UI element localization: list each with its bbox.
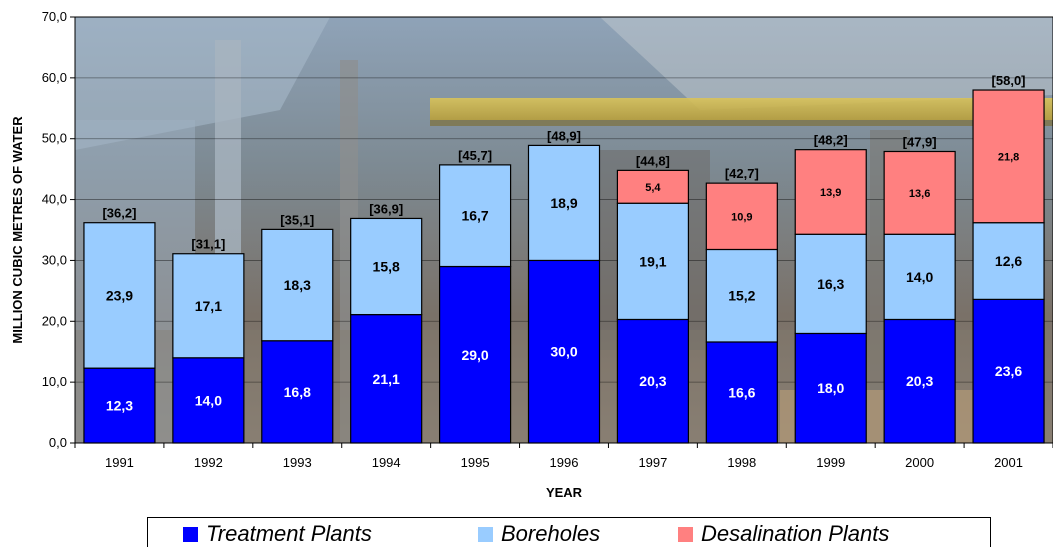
x-tick-label-2001: 2001 xyxy=(994,455,1023,470)
total-label-1994: [36,9] xyxy=(369,201,403,216)
data-label-treatment-plants-1992: 14,0 xyxy=(195,392,222,408)
bar-desalination-plants-1999 xyxy=(794,149,867,235)
bar-treatment-plants-1992 xyxy=(172,357,245,444)
data-label-treatment-plants-2001: 23,6 xyxy=(995,363,1022,379)
data-label-treatment-plants-1998: 16,6 xyxy=(728,384,755,400)
data-label-treatment-plants-1994: 21,1 xyxy=(373,371,400,387)
legend-swatch-boreholes xyxy=(478,526,493,542)
bar-boreholes-1999 xyxy=(794,233,867,335)
y-tick-label: 20,0 xyxy=(42,313,67,328)
data-label-desalination-plants-1998: 10,9 xyxy=(731,211,752,223)
data-label-desalination-plants-1999: 13,9 xyxy=(820,187,841,199)
data-label-boreholes-1999: 16,3 xyxy=(817,276,844,292)
bar-treatment-plants-1994 xyxy=(350,313,423,444)
y-tick-label: 50,0 xyxy=(42,131,67,146)
y-tick-label: 30,0 xyxy=(42,252,67,267)
data-label-boreholes-2000: 14,0 xyxy=(906,269,933,285)
bar-boreholes-1992 xyxy=(172,253,245,359)
data-label-boreholes-1998: 15,2 xyxy=(728,288,755,304)
data-label-boreholes-1994: 15,8 xyxy=(373,259,400,275)
legend-item-desalination-plants: Desalination Plants xyxy=(678,521,889,547)
legend-item-boreholes: Boreholes xyxy=(478,521,600,547)
data-label-treatment-plants-1999: 18,0 xyxy=(817,380,844,396)
plot-area-border xyxy=(74,16,1053,444)
y-tick-label: 60,0 xyxy=(42,70,67,85)
total-label-1992: [31,1] xyxy=(191,237,225,252)
total-label-1995: [45,7] xyxy=(458,148,492,163)
bar-boreholes-1991 xyxy=(83,222,156,369)
total-label-1997: [44,8] xyxy=(636,153,670,168)
data-label-treatment-plants-2000: 20,3 xyxy=(906,373,933,389)
x-tick-label-1994: 1994 xyxy=(372,455,401,470)
bar-treatment-plants-2001 xyxy=(972,298,1045,444)
bar-treatment-plants-1999 xyxy=(794,332,867,444)
legend-swatch-treatment-plants xyxy=(183,526,198,542)
total-label-2001: [58,0] xyxy=(992,73,1026,88)
y-tick-label: 70,0 xyxy=(42,9,67,24)
x-tick-label-2000: 2000 xyxy=(905,455,934,470)
x-tick-label-1995: 1995 xyxy=(461,455,490,470)
data-label-boreholes-1997: 19,1 xyxy=(639,253,666,269)
data-label-treatment-plants-1993: 16,8 xyxy=(284,384,311,400)
legend-label-treatment-plants: Treatment Plants xyxy=(206,521,372,546)
y-tick-label: 10,0 xyxy=(42,374,67,389)
y-tick-label: 0,0 xyxy=(49,435,67,450)
total-label-1993: [35,1] xyxy=(280,212,314,227)
total-label-1991: [36,2] xyxy=(102,206,136,221)
y-tick-label: 40,0 xyxy=(42,192,67,207)
data-label-desalination-plants-2001: 21,8 xyxy=(998,151,1019,163)
total-label-1998: [42,7] xyxy=(725,166,759,181)
total-label-1999: [48,2] xyxy=(814,133,848,148)
bar-boreholes-2001 xyxy=(972,222,1045,300)
legend-item-treatment-plants: Treatment Plants xyxy=(183,521,372,547)
y-axis-title: MILLION CUBIC METRES OF WATER xyxy=(10,116,25,344)
total-label-2000: [47,9] xyxy=(903,134,937,149)
bar-treatment-plants-1996 xyxy=(527,259,601,444)
legend: Treatment Plants Boreholes Desalination … xyxy=(147,517,991,547)
x-tick-label-1999: 1999 xyxy=(816,455,845,470)
x-axis-title: YEAR xyxy=(546,485,583,500)
bar-desalination-plants-2000 xyxy=(883,150,956,235)
data-label-treatment-plants-1995: 29,0 xyxy=(461,347,488,363)
data-label-boreholes-1992: 17,1 xyxy=(195,298,222,314)
data-label-boreholes-1995: 16,7 xyxy=(461,208,488,224)
bar-treatment-plants-1998 xyxy=(705,341,778,444)
data-label-desalination-plants-1997: 5,4 xyxy=(645,182,661,194)
data-label-desalination-plants-2000: 13,6 xyxy=(909,188,930,200)
data-label-boreholes-1993: 18,3 xyxy=(284,277,311,293)
data-label-boreholes-1991: 23,9 xyxy=(106,287,133,303)
bar-boreholes-1996 xyxy=(527,144,601,262)
data-label-treatment-plants-1996: 30,0 xyxy=(550,344,577,360)
x-tick-label-1992: 1992 xyxy=(194,455,223,470)
data-label-treatment-plants-1991: 12,3 xyxy=(106,398,133,414)
data-label-boreholes-1996: 18,9 xyxy=(550,195,577,211)
x-tick-label-1996: 1996 xyxy=(550,455,579,470)
x-tick-label-1998: 1998 xyxy=(727,455,756,470)
bar-desalination-plants-2001 xyxy=(972,89,1045,224)
data-label-boreholes-2001: 12,6 xyxy=(995,253,1022,269)
legend-label-boreholes: Boreholes xyxy=(501,521,601,546)
total-label-1996: [48,9] xyxy=(547,128,581,143)
legend-label-desalination-plants: Desalination Plants xyxy=(701,521,890,546)
bar-boreholes-1998 xyxy=(705,248,778,343)
legend-swatch-desalination-plants xyxy=(678,526,693,542)
x-tick-label-1991: 1991 xyxy=(105,455,134,470)
bar-treatment-plants-1997 xyxy=(616,318,690,444)
bar-treatment-plants-1995 xyxy=(438,265,512,444)
bar-desalination-plants-1997 xyxy=(616,169,690,204)
bar-desalination-plants-1998 xyxy=(705,182,778,251)
x-tick-label-1997: 1997 xyxy=(638,455,667,470)
bar-boreholes-1994 xyxy=(350,217,423,316)
data-label-treatment-plants-1997: 20,3 xyxy=(639,373,666,389)
bar-treatment-plants-2000 xyxy=(883,318,956,444)
bar-boreholes-1993 xyxy=(261,228,334,342)
bar-boreholes-1995 xyxy=(438,164,512,268)
x-tick-label-1993: 1993 xyxy=(283,455,312,470)
